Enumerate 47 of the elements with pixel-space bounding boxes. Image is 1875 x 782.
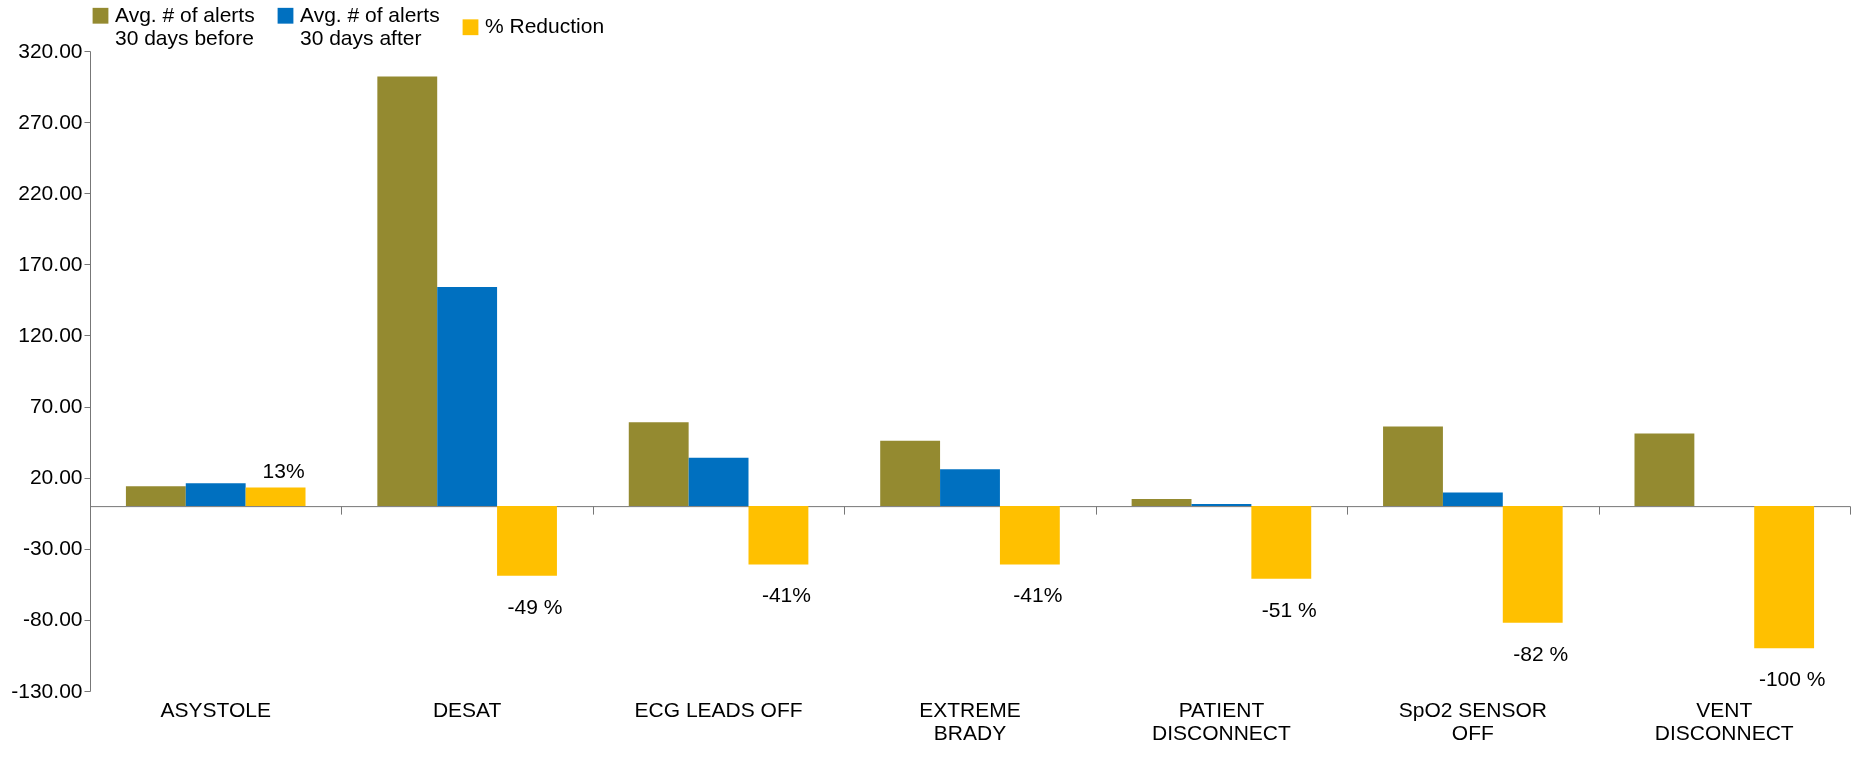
bar	[880, 440, 941, 507]
x-tick-label: VENT DISCONNECT	[1654, 697, 1794, 744]
bar	[1131, 499, 1192, 507]
bar	[497, 506, 557, 576]
bar	[185, 483, 246, 507]
data-label: -100 %	[1758, 667, 1826, 691]
bar	[688, 457, 749, 507]
bar	[1383, 426, 1443, 507]
bar	[1754, 506, 1815, 649]
y-tick-label: 170.00	[18, 251, 83, 275]
bar	[1191, 503, 1252, 507]
x-tick-label: ECG LEADS OFF	[634, 697, 803, 721]
data-label: -49 %	[507, 594, 563, 618]
x-tick-label: PATIENT DISCONNECT	[1152, 697, 1292, 744]
data-label: 13%	[262, 458, 305, 482]
bar	[628, 422, 689, 507]
x-tick-label: DESAT	[432, 697, 502, 721]
legend-label: Avg. # of alerts 30 days before	[115, 2, 255, 49]
bar	[1442, 492, 1503, 507]
bar	[377, 76, 438, 507]
y-tick-label: 20.00	[29, 465, 83, 489]
bar	[245, 487, 306, 507]
bar	[1502, 506, 1563, 623]
y-tick-label: 70.00	[29, 394, 83, 418]
data-label: -41%	[1013, 583, 1063, 607]
y-tick-label: -80.00	[22, 607, 83, 631]
data-label: -41%	[761, 583, 811, 607]
x-tick-label: SpO2 SENSOR OFF	[1398, 697, 1547, 744]
bar	[1251, 506, 1312, 579]
y-tick-label: 270.00	[18, 109, 83, 133]
data-label: -51 %	[1261, 597, 1317, 621]
x-tick-label: ASYSTOLE	[160, 697, 271, 721]
bar	[437, 287, 498, 507]
legend-label: % Reduction	[485, 14, 605, 38]
y-tick-label: -30.00	[22, 536, 83, 560]
x-tick-label: EXTREME BRADY	[919, 697, 1021, 744]
y-tick-label: 320.00	[18, 38, 83, 62]
bar	[125, 486, 186, 507]
bar	[1634, 433, 1695, 507]
bar	[748, 506, 809, 565]
y-tick-label: 120.00	[18, 322, 83, 346]
y-tick-label: -130.00	[11, 678, 83, 702]
bar	[940, 469, 1000, 507]
data-label: -82 %	[1513, 641, 1569, 665]
legend-label: Avg. # of alerts 30 days after	[300, 2, 440, 49]
y-tick-label: 220.00	[18, 180, 83, 204]
bar	[999, 506, 1060, 565]
